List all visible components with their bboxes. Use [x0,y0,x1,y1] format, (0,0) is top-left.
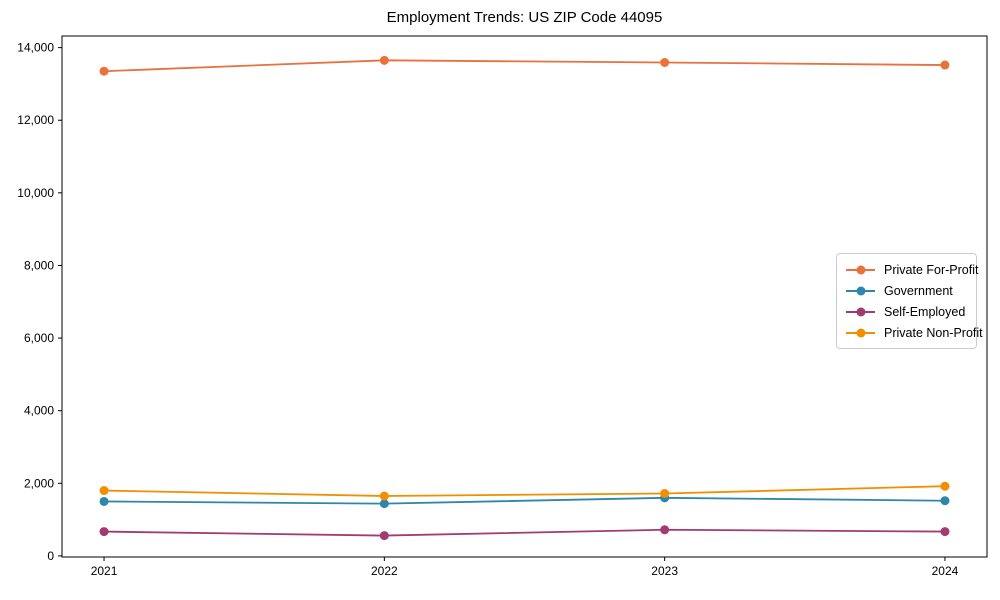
chart-title: Employment Trends: US ZIP Code 44095 [386,9,663,26]
data-point-private-for-profit [99,66,109,76]
y-tick-label: 12,000 [17,113,54,127]
legend-label-government: Government [884,283,953,298]
y-tick-label: 0 [47,549,54,563]
y-tick-label: 8,000 [24,258,54,272]
legend-line-sample-self-employed [846,307,875,316]
data-point-government [379,499,389,509]
legend-label-private-for-profit: Private For-Profit [884,262,979,277]
y-tick-label: 6,000 [24,331,54,345]
data-point-government [99,496,109,506]
data-point-self-employed [940,527,950,537]
data-point-private-non-profit [99,486,109,496]
x-tick-label: 2021 [91,564,118,578]
series-line-self-employed [104,528,945,537]
data-point-private-for-profit [379,55,389,65]
legend-marker-icon [856,328,865,337]
legend-marker-icon [856,307,865,316]
legend-line-sample-government [846,286,875,295]
legend-label-private-non-profit: Private Non-Profit [884,325,983,340]
legend-line-sample-private-non-profit [846,328,875,337]
legend-line-sample-private-for-profit [846,265,875,274]
data-point-self-employed [660,525,670,535]
axes-frame [61,35,988,558]
legend-item-government: Government [846,280,968,301]
y-tick-label: 2,000 [24,476,54,490]
x-tick-label: 2022 [371,564,398,578]
data-point-private-non-profit [940,481,950,491]
legend-item-self-employed: Self-Employed [846,301,968,322]
legend-item-private-for-profit: Private For-Profit [846,259,978,280]
legend-label-self-employed: Self-Employed [884,304,966,319]
data-point-self-employed [99,527,109,537]
data-point-private-for-profit [940,60,950,70]
x-tick-label: 2024 [932,564,959,578]
series-line-government [104,496,945,505]
legend-marker-icon [856,265,865,274]
x-tick-label: 2023 [651,564,678,578]
legend-item-private-non-profit: Private Non-Profit [846,322,983,343]
data-point-private-non-profit [660,488,670,498]
data-point-private-non-profit [379,491,389,501]
y-tick-label: 10,000 [17,186,54,200]
series-line-private-for-profit [104,59,945,73]
y-tick-label: 4,000 [24,404,54,418]
series-line-private-non-profit [104,485,945,497]
chart-legend: Private For-Profit Government Self-Employe… [836,253,983,349]
data-point-private-for-profit [660,58,670,68]
legend-marker-icon [856,286,865,295]
y-tick-label: 14,000 [17,41,54,55]
data-point-self-employed [379,531,389,541]
data-point-government [940,496,950,506]
